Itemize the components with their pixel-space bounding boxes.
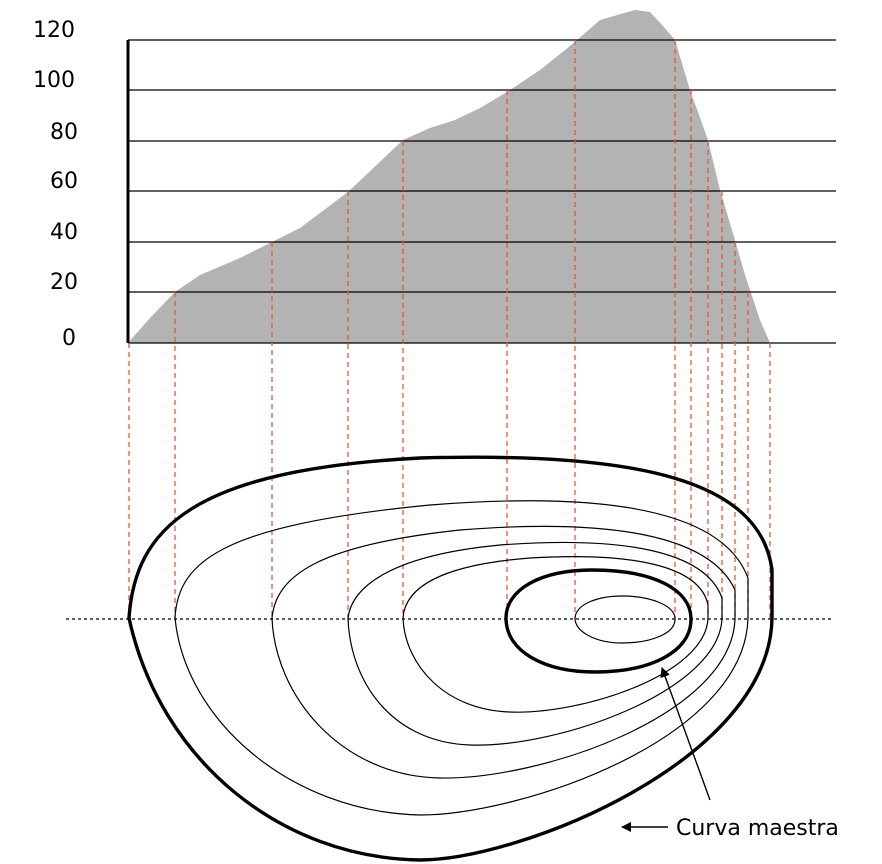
contour-map	[127, 455, 774, 862]
contour-line-80	[402, 556, 709, 713]
contour-line-60	[347, 541, 723, 746]
gridlines	[128, 39, 836, 344]
tick-label-120: 120	[33, 18, 75, 43]
curva-maestra-label: Curva maestra	[676, 816, 839, 841]
tick-label-40: 40	[50, 220, 78, 245]
tick-label-20: 20	[50, 270, 78, 295]
projection-lines	[128, 40, 771, 618]
contour-line-100-index	[504, 568, 693, 674]
contour-line-20	[174, 500, 749, 816]
contour-line-40	[271, 525, 736, 779]
contour-line-0	[127, 455, 774, 862]
tick-label-60: 60	[50, 169, 78, 194]
tick-label-80: 80	[50, 120, 78, 145]
tick-label-100: 100	[33, 68, 75, 93]
tick-label-0: 0	[62, 326, 76, 351]
contour-line-120-summit	[574, 595, 676, 644]
y-axis-tick-labels: 120 100 80 60 40 20 0	[33, 18, 78, 351]
profile-silhouette	[128, 10, 770, 343]
index-contour-arrow	[660, 667, 711, 801]
elevation-profile	[128, 10, 770, 343]
